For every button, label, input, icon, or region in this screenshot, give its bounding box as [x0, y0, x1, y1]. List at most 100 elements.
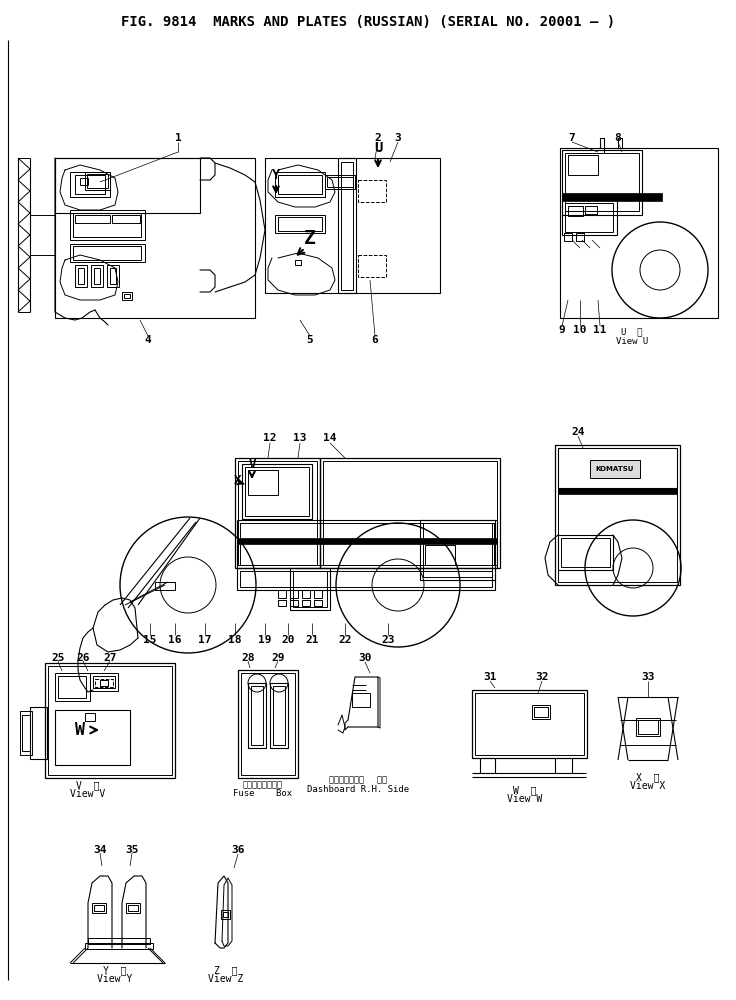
- Bar: [352, 693, 370, 707]
- Bar: [423, 523, 492, 577]
- Bar: [238, 461, 317, 565]
- Bar: [532, 705, 550, 719]
- Text: Dashboard R.H. Side: Dashboard R.H. Side: [307, 784, 409, 794]
- Bar: [568, 155, 598, 175]
- Bar: [565, 153, 639, 211]
- Text: 16: 16: [169, 635, 182, 645]
- Bar: [251, 686, 263, 745]
- Bar: [558, 488, 677, 494]
- Bar: [561, 538, 610, 567]
- Bar: [85, 713, 95, 721]
- Bar: [58, 676, 86, 698]
- Bar: [278, 217, 322, 231]
- Bar: [278, 590, 286, 598]
- Text: 33: 33: [641, 672, 655, 682]
- Text: 24: 24: [571, 427, 584, 437]
- Bar: [555, 445, 680, 585]
- Bar: [70, 210, 145, 240]
- Text: View Z: View Z: [208, 974, 244, 984]
- Bar: [55, 710, 130, 765]
- Text: 13: 13: [293, 433, 307, 443]
- Bar: [122, 292, 132, 300]
- Bar: [568, 206, 583, 216]
- Bar: [107, 265, 119, 287]
- Text: 2: 2: [375, 133, 381, 143]
- Bar: [240, 571, 492, 587]
- Bar: [562, 200, 617, 235]
- Text: 23: 23: [381, 635, 394, 645]
- Bar: [290, 590, 298, 598]
- Bar: [70, 172, 110, 197]
- Bar: [278, 600, 286, 606]
- Text: 28: 28: [241, 653, 255, 663]
- Bar: [420, 520, 495, 580]
- Bar: [558, 448, 677, 582]
- Bar: [245, 467, 309, 516]
- Bar: [55, 673, 90, 701]
- Bar: [475, 693, 584, 755]
- Bar: [314, 600, 322, 606]
- Bar: [565, 203, 613, 232]
- Bar: [95, 679, 113, 687]
- Bar: [112, 215, 140, 223]
- Text: KOMATSU: KOMATSU: [596, 466, 634, 472]
- Bar: [90, 673, 118, 691]
- Bar: [338, 158, 356, 293]
- Bar: [290, 568, 330, 610]
- Bar: [88, 938, 150, 944]
- Bar: [302, 590, 310, 598]
- Text: 25: 25: [52, 653, 65, 663]
- Bar: [314, 590, 322, 598]
- Text: 6: 6: [372, 335, 378, 345]
- Bar: [341, 162, 353, 290]
- Bar: [237, 520, 497, 568]
- Bar: [564, 233, 572, 241]
- Bar: [327, 177, 353, 187]
- Text: 27: 27: [103, 653, 117, 663]
- Text: 4: 4: [145, 335, 152, 345]
- Bar: [273, 686, 285, 745]
- Text: 5: 5: [307, 335, 314, 345]
- Text: 31: 31: [484, 672, 497, 682]
- Text: 8: 8: [615, 133, 621, 143]
- Text: 11: 11: [593, 325, 606, 335]
- Bar: [558, 535, 613, 570]
- Text: Z  視: Z 視: [214, 965, 238, 975]
- Bar: [290, 600, 298, 606]
- Text: 14: 14: [323, 433, 337, 443]
- Text: 20: 20: [281, 635, 294, 645]
- Bar: [94, 905, 104, 911]
- Text: U: U: [374, 141, 382, 155]
- Bar: [590, 460, 640, 478]
- Bar: [320, 458, 500, 568]
- Text: View V: View V: [71, 789, 106, 799]
- Text: 35: 35: [125, 845, 139, 855]
- Bar: [295, 260, 301, 265]
- Bar: [576, 233, 584, 241]
- Bar: [278, 175, 322, 194]
- Bar: [248, 683, 266, 748]
- Text: 18: 18: [228, 635, 241, 645]
- Bar: [358, 180, 386, 202]
- Text: 21: 21: [305, 635, 319, 645]
- Text: View W: View W: [507, 794, 542, 804]
- Bar: [275, 215, 325, 233]
- Bar: [85, 172, 110, 190]
- Bar: [94, 268, 100, 284]
- Bar: [358, 255, 386, 277]
- Bar: [221, 910, 230, 919]
- Text: 3: 3: [394, 133, 401, 143]
- Text: 30: 30: [358, 653, 372, 663]
- Text: Y  視: Y 視: [103, 965, 127, 975]
- Bar: [73, 213, 141, 237]
- Bar: [93, 676, 115, 688]
- Bar: [238, 670, 298, 778]
- Bar: [78, 268, 84, 284]
- Bar: [92, 903, 106, 913]
- Bar: [155, 582, 175, 590]
- Bar: [223, 912, 228, 917]
- Text: W  視: W 視: [513, 785, 537, 795]
- Text: 15: 15: [144, 635, 157, 645]
- Text: Z: Z: [304, 229, 316, 247]
- Text: W: W: [75, 721, 85, 739]
